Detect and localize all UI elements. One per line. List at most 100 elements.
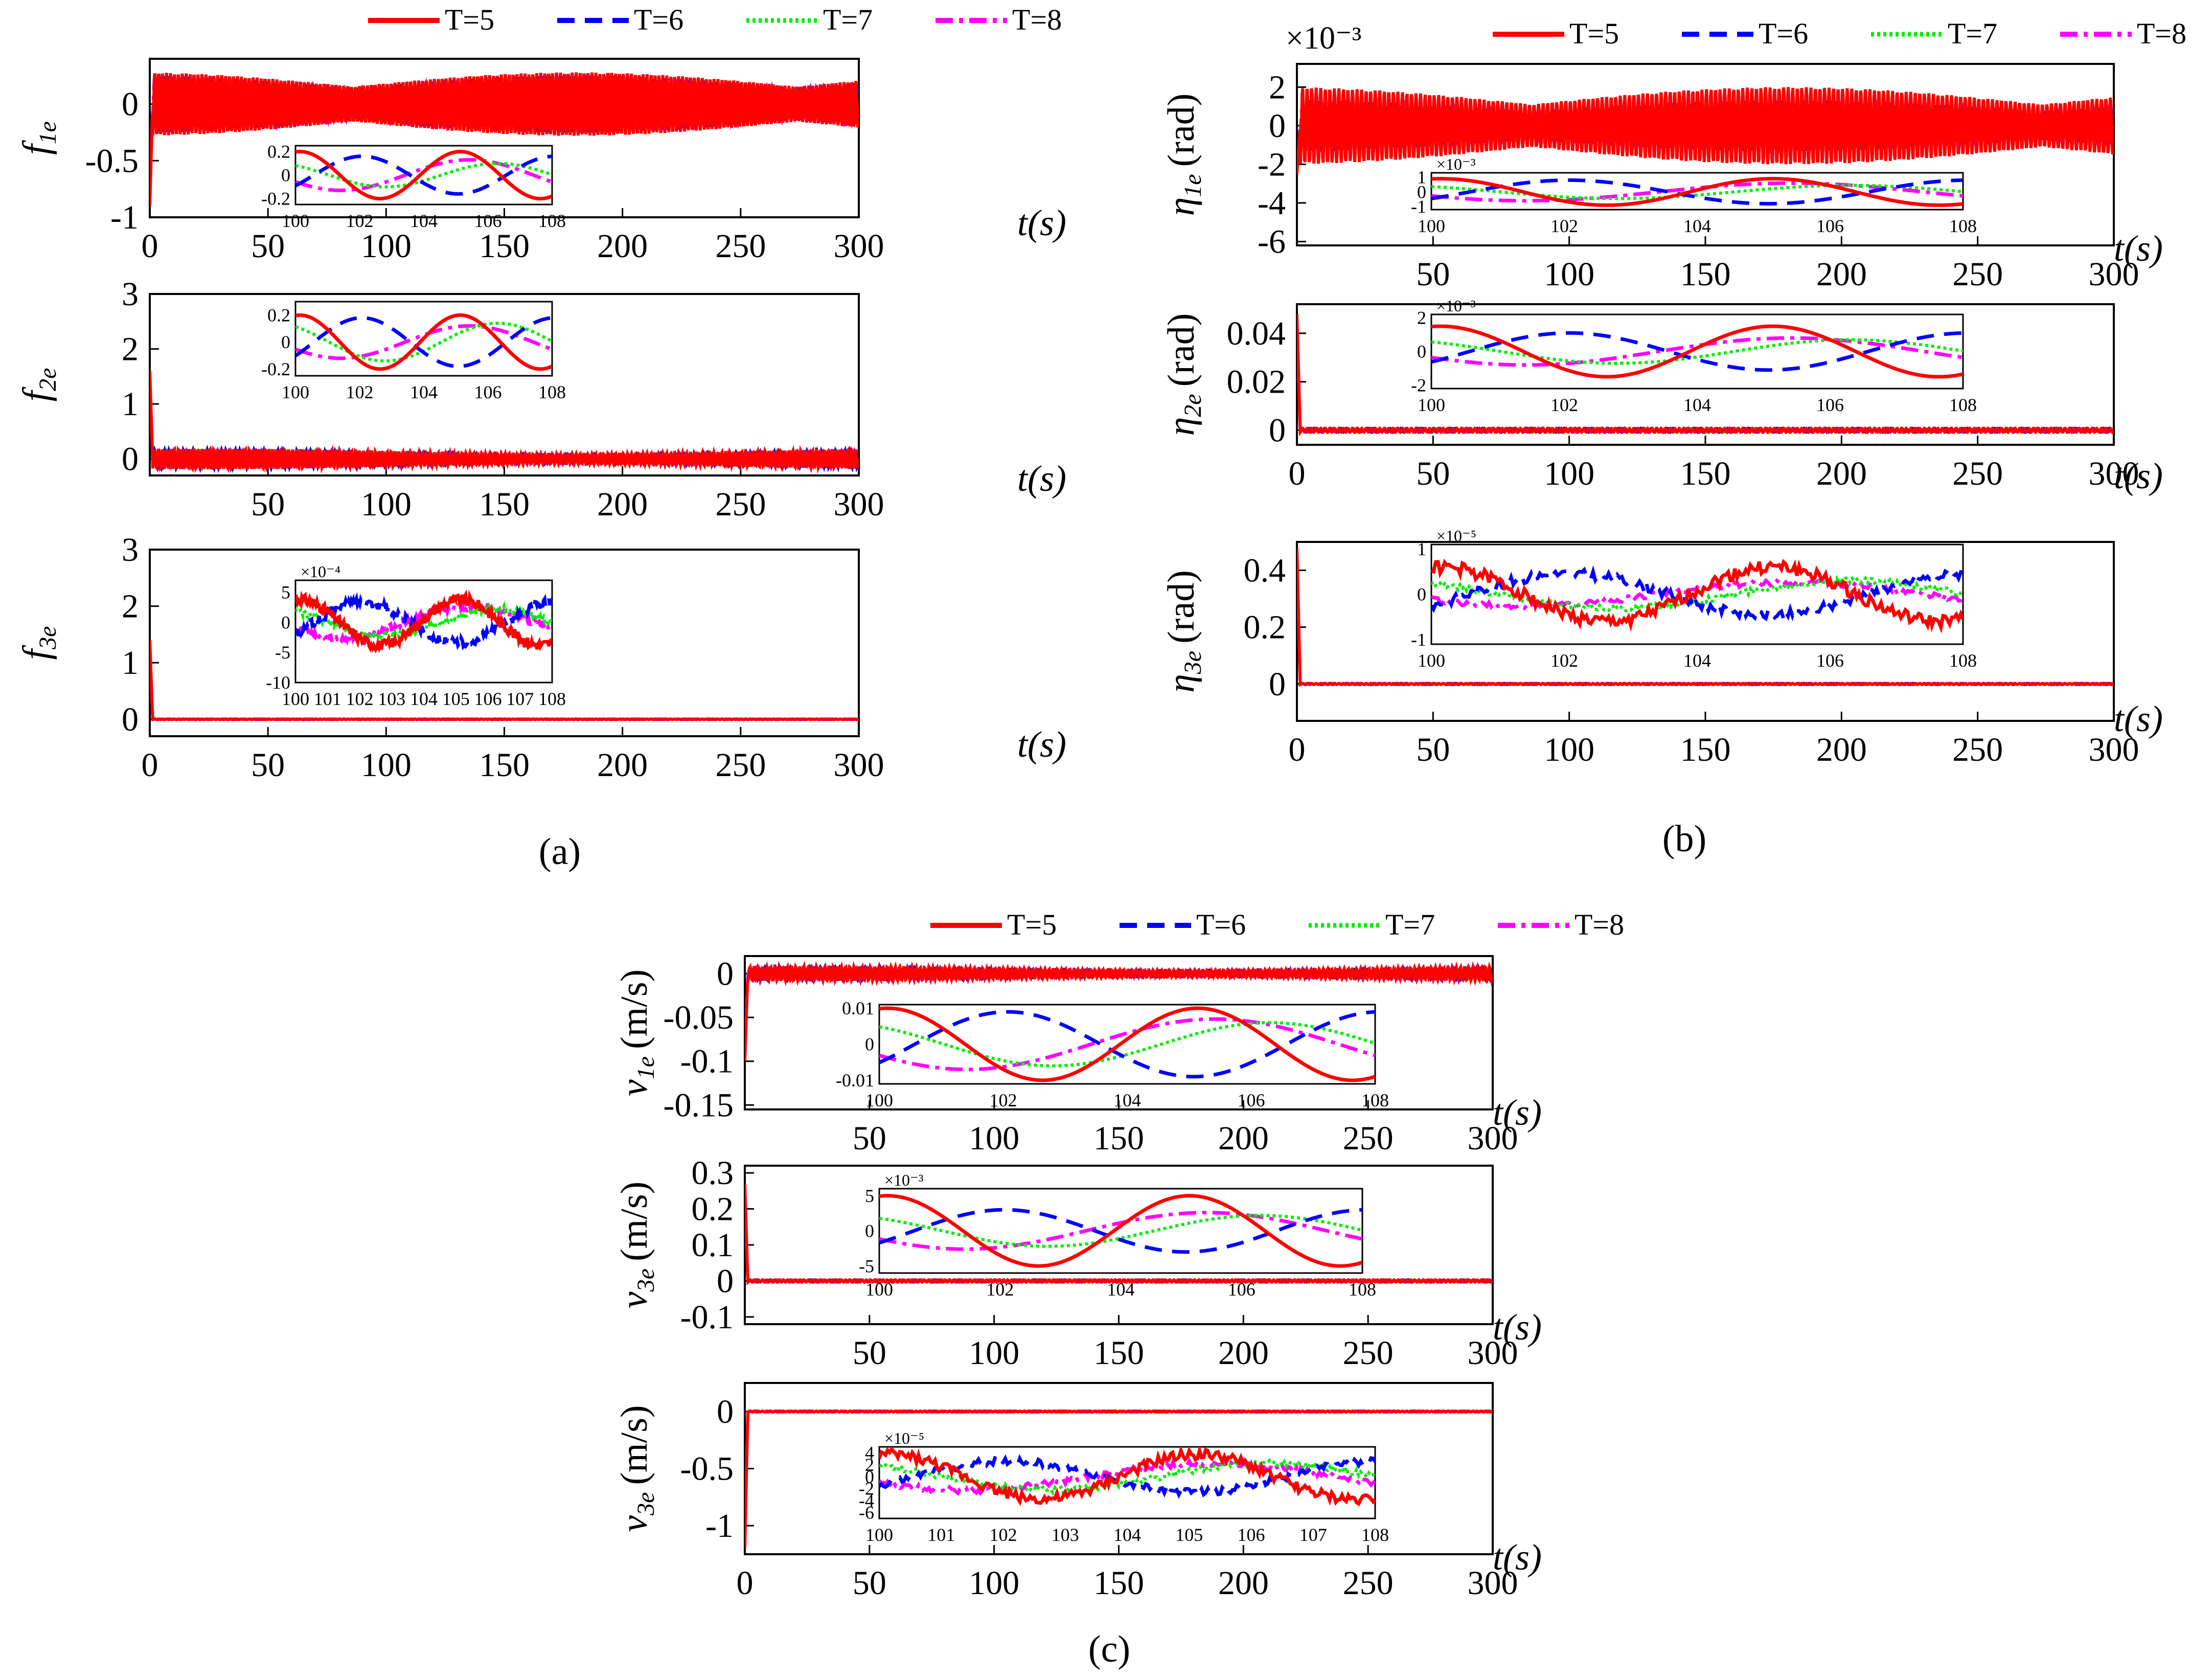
- legend-label-T=5: T=5: [1569, 17, 1619, 50]
- inset-eta2e: -2 0 2 100 102 104 106 108 ×10⁻³: [1411, 297, 1977, 415]
- xlabel-v3e_b: t(s): [1493, 1537, 1542, 1578]
- xtick-label: 150: [479, 746, 530, 784]
- ylabel-subscript: 2e: [1179, 394, 1206, 417]
- inset-f2e: -0.2 0 0.2 100 102 104 106 108: [261, 301, 566, 402]
- inset-series-line-T=6: [1431, 331, 1963, 372]
- inset-xtick-label: 104: [1107, 1279, 1135, 1300]
- inset-eta1e: -101 100 102 104 106 108 ×10⁻³: [1411, 155, 1977, 236]
- xtick-label: 50: [853, 1334, 886, 1372]
- inset-frame-v3e_a: [878, 1188, 1363, 1274]
- xtick-label: 200: [1816, 455, 1867, 492]
- ytick-label: 0: [1269, 107, 1286, 145]
- series-line-T=5: [1297, 548, 2114, 687]
- ytick-label: 0: [1269, 666, 1286, 703]
- xtick-label: 50: [1416, 256, 1450, 293]
- xtick-label: 100: [361, 228, 412, 265]
- inset-ytick-label: -6: [859, 1502, 874, 1523]
- ylabel-subscript: 1e: [34, 121, 61, 144]
- inset-xtick-label: 106: [474, 211, 502, 231]
- inset-series-line-T=5: [295, 313, 552, 371]
- ylabel-unit: (rad): [1160, 94, 1202, 167]
- inset-ytick-label: -2: [859, 1479, 874, 1499]
- ylabel-unit: (rad): [1160, 313, 1202, 387]
- ytick-label: -0.5: [680, 1450, 734, 1488]
- inset-series-line-T=6: [1431, 178, 1963, 206]
- series-line-T=5: [150, 72, 859, 206]
- inset-xtick-label: 101: [314, 689, 341, 709]
- inset-xtick-label: 108: [538, 211, 566, 231]
- ylabel-symbol: v: [613, 1515, 655, 1532]
- inset-series-line-T=6: [295, 154, 552, 196]
- xlabel-eta2e: t(s): [2114, 456, 2163, 496]
- xtick-label: 0: [737, 1564, 754, 1602]
- xtick-label: 100: [361, 746, 412, 784]
- inset-exponent: ×10⁻³: [1436, 297, 1476, 315]
- xtick-label: 150: [1680, 731, 1731, 768]
- inset-ytick-label: 2: [865, 1455, 874, 1475]
- inset-xtick-label: 103: [1052, 1525, 1079, 1545]
- inset-series-line-T=8: [295, 158, 552, 192]
- ytick-label: 3: [122, 531, 139, 569]
- xtick-label: 0: [1289, 455, 1306, 492]
- ytick-label: 0: [717, 1262, 734, 1300]
- xtick-label: 50: [251, 486, 285, 523]
- ytick-label: 2: [1269, 69, 1286, 106]
- xtick-label: 150: [479, 486, 530, 523]
- xtick-label: 250: [1343, 1564, 1394, 1602]
- ytick-label: 0: [1269, 412, 1286, 449]
- legend-label-T=7: T=7: [1948, 17, 1997, 50]
- xlabel-v1e: t(s): [1493, 1092, 1542, 1133]
- panel-label-c: (c): [1088, 1628, 1130, 1670]
- ytick-label: -0.15: [664, 1086, 734, 1124]
- legend-label-T=6: T=6: [1196, 908, 1246, 941]
- xtick-label: 200: [597, 228, 648, 265]
- xtick-label: 300: [2089, 455, 2139, 492]
- inset-xtick-label: 104: [1683, 216, 1711, 236]
- xtick-label: 50: [1416, 455, 1450, 492]
- inset-ytick-label: 1: [1417, 539, 1426, 559]
- inset-series-line-T=5: [879, 1194, 1362, 1268]
- inset-series-line-T=5: [295, 150, 552, 200]
- ylabel-eta1e: η1e (rad): [1160, 94, 1206, 216]
- inset-ytick-label: 0: [865, 1466, 874, 1487]
- ylabel-f2e: f2e: [15, 368, 61, 402]
- inset-ytick-label: 0: [865, 1034, 874, 1055]
- legend-label-T=5: T=5: [1007, 908, 1057, 941]
- xtick-label: 300: [834, 228, 884, 265]
- inset-xtick-label: 102: [986, 1279, 1014, 1300]
- inset-v1e: -0.01 0 0.01 100 102 104 106 108: [836, 998, 1389, 1110]
- inset-xtick-label: 102: [990, 1525, 1017, 1545]
- inset-xtick-label: 100: [282, 211, 309, 231]
- inset-ytick-label: 0.2: [267, 305, 290, 325]
- ylabel-eta2e: η2e (rad): [1160, 313, 1206, 436]
- ytick-label: -6: [1258, 223, 1286, 260]
- ytick-label: -0.1: [680, 1299, 734, 1336]
- inset-series-line-T=7: [1431, 184, 1963, 200]
- legend-label-T=6: T=6: [634, 3, 683, 36]
- inset-xtick-label: 102: [346, 689, 374, 709]
- ylabel-subscript: 3e: [632, 1492, 659, 1516]
- ytick-label: 3: [122, 276, 139, 313]
- inset-series-line-T=6: [1431, 565, 1963, 625]
- ytick-label: -0.5: [85, 142, 139, 179]
- inset-xtick-label: 100: [865, 1525, 893, 1545]
- xtick-label: 50: [1416, 731, 1450, 768]
- xtick-label: 300: [2089, 256, 2139, 293]
- ytick-label: 0: [122, 441, 139, 478]
- inset-ytick-label: 1: [1417, 167, 1426, 188]
- inset-frame-v1e: [878, 1004, 1376, 1085]
- ytick-label: 0.2: [1244, 609, 1286, 646]
- exponent-eta1e: ×10⁻³: [1286, 21, 1361, 56]
- inset-xtick-label: 106: [1228, 1279, 1256, 1300]
- xtick-label: 150: [1093, 1120, 1144, 1157]
- xtick-label: 250: [1952, 256, 2003, 293]
- ytick-label: -4: [1258, 185, 1286, 222]
- series-line-T=5: [150, 371, 859, 474]
- xtick-label: 150: [1093, 1564, 1144, 1602]
- xtick-label: 300: [1468, 1564, 1518, 1602]
- inset-xtick-label: 100: [282, 689, 309, 709]
- xtick-label: 300: [1468, 1120, 1518, 1157]
- inset-xtick-label: 101: [927, 1525, 955, 1545]
